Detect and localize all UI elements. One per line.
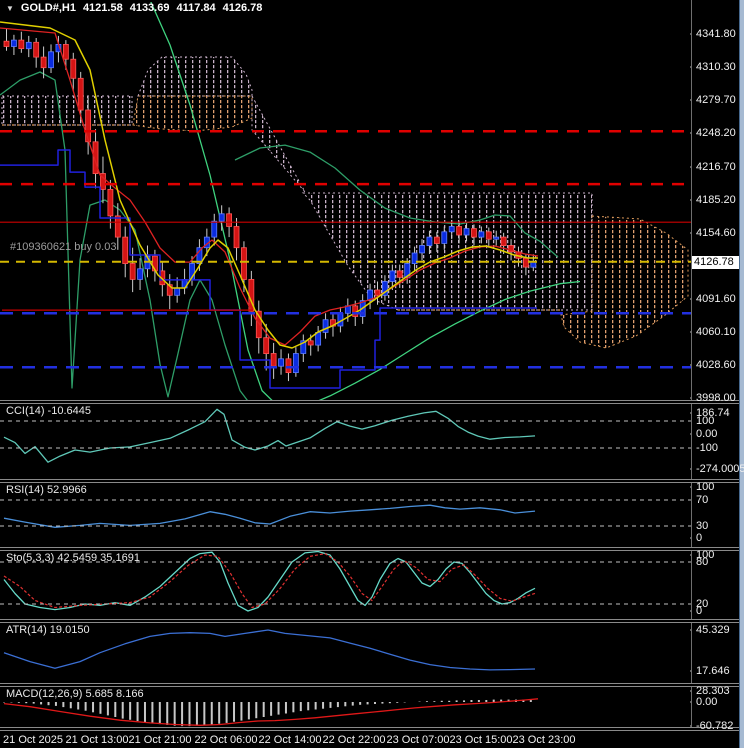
fast-ma-yellow [0,21,538,349]
candle-body [122,236,129,265]
candle-body [411,252,418,265]
candle-body [3,40,10,47]
candle-body [166,284,173,296]
candle-body [433,236,440,244]
candle-body [448,226,455,233]
candle-body [463,228,470,236]
candle-body [292,353,299,374]
candle-body [62,44,69,60]
candle-body [77,77,84,111]
time-axis[interactable] [0,731,739,748]
pane-separator[interactable] [0,400,739,404]
rsi-line [3,504,536,528]
chevron-down-icon[interactable]: ▼ [6,3,14,13]
pane-separator[interactable] [0,727,739,731]
candle-body [456,226,463,236]
tenkan-sen-red [0,27,539,346]
candle-body [278,358,284,367]
candle-body [241,247,247,280]
candle-body [33,41,40,58]
ichimoku-cloud [137,56,253,97]
candle-body [107,188,114,217]
stochastic-main [3,551,536,612]
window-right-edge [739,0,744,748]
pane-separator[interactable] [0,547,739,551]
candle-body [374,289,381,296]
candle-body [367,289,373,302]
candle-body [226,213,233,227]
candle-body [389,270,396,282]
pane-main[interactable] [0,0,691,408]
candle-body [40,56,47,69]
cci-line [3,408,536,463]
candle-body [218,213,225,222]
ichimoku-cloud [1,95,133,126]
candle-body [382,281,388,296]
pane-rsi[interactable] [0,499,691,528]
candle-body [322,319,329,333]
candle-body [211,220,218,238]
candle-body [263,337,270,355]
candle-body [500,236,507,247]
candle-body [25,41,32,50]
candle-body [270,353,277,367]
pane-separator[interactable] [0,479,739,483]
candle-body [11,39,17,47]
atr-line [3,629,536,671]
candle-body [396,270,403,278]
candle-body [70,58,77,79]
candle-body [174,287,181,296]
candle-body [315,331,322,346]
candle-body [523,257,529,268]
candle-body [48,51,54,69]
candle-body [485,231,492,240]
candle-body [137,268,143,280]
bollinger-lower-green [0,71,248,400]
pane-sto[interactable] [0,551,691,612]
candle-body [508,245,514,253]
ichimoku-cloud [251,95,306,193]
candle-body [426,236,433,247]
candle-body [92,141,99,175]
candle-body [471,228,477,238]
pane-cci[interactable] [0,408,691,463]
candle-body [285,358,292,373]
macd-signal [3,698,539,726]
candle-body [478,231,485,238]
candle-body [307,340,314,346]
price-axis[interactable] [691,0,740,748]
candle-body [85,109,92,143]
candle-body [441,231,448,244]
ma-long-green [150,2,581,400]
bollinger-upper-green [234,144,559,258]
ichimoku-cloud [560,215,689,349]
candle-body [419,245,425,254]
candle-body [114,215,121,238]
kijun-sen-blue [0,149,537,389]
stochastic-signal [3,552,536,609]
candle-body [404,263,411,278]
candle-body [196,247,203,264]
candle-body [129,263,136,280]
pane-separator[interactable] [0,683,739,687]
candle-body [255,310,262,339]
ichimoku-cloud [301,192,593,311]
candle-body [300,340,307,354]
candle-body [18,39,25,49]
candle-body [100,173,106,190]
pane-atr[interactable] [3,629,536,671]
candle-body [493,236,500,240]
pane-macd[interactable] [3,698,539,727]
candle-body [233,226,240,249]
pane-separator[interactable] [0,619,739,623]
